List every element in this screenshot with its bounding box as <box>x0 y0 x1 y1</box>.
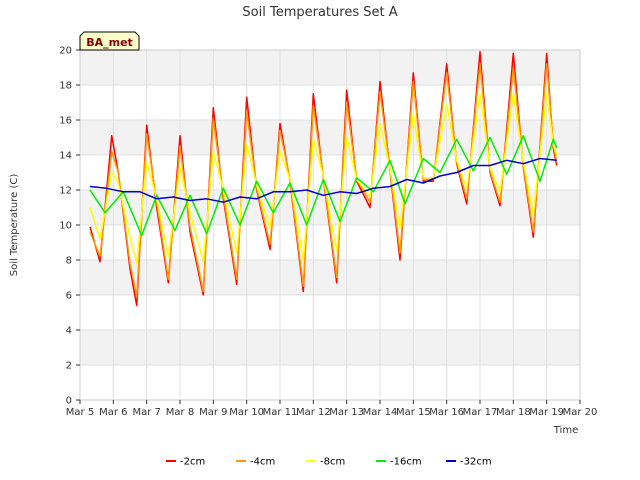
plot-band <box>80 50 580 85</box>
x-tick-label: Mar 10 <box>229 407 264 418</box>
x-tick-label: Mar 19 <box>529 407 564 418</box>
station-badge-label: BA_met <box>86 36 133 49</box>
legend-label: -16cm <box>390 457 422 468</box>
x-axis-title: Time <box>553 425 578 436</box>
y-tick-label: 2 <box>66 361 72 372</box>
y-tick-label: 0 <box>66 396 72 407</box>
x-tick-label: Mar 9 <box>199 407 227 418</box>
x-tick-label: Mar 7 <box>132 407 160 418</box>
x-tick-label: Mar 16 <box>429 407 464 418</box>
series-line-minus-32cm <box>89 157 557 203</box>
x-tick-label: Mar 17 <box>463 407 498 418</box>
y-tick-label: 8 <box>66 256 72 267</box>
plot-band <box>80 120 580 155</box>
y-tick-label: 20 <box>59 46 72 57</box>
legend-label: -32cm <box>460 457 492 468</box>
y-tick-label: 12 <box>59 186 72 197</box>
series-layer <box>89 51 558 307</box>
x-tick-label: Mar 18 <box>496 407 531 418</box>
legend-label: -2cm <box>180 457 205 468</box>
series-line-minus-16cm <box>89 135 558 237</box>
station-badge-box <box>79 31 140 51</box>
legend: -2cm -4cm -8cm -16cm -32cm <box>166 457 492 468</box>
x-tick-label: Mar 15 <box>396 407 431 418</box>
plot-band <box>80 330 580 365</box>
x-tick-label: Mar 8 <box>166 407 194 418</box>
y-tick-label: 18 <box>59 81 72 92</box>
x-tick-label: Mar 20 <box>563 407 598 418</box>
legend-label: -8cm <box>320 457 345 468</box>
y-tick-label: 16 <box>59 116 72 127</box>
y-axis-title: Soil Temperature (C) <box>9 174 20 277</box>
chart-title: Soil Temperatures Set A <box>242 5 397 20</box>
y-tick-label: 14 <box>59 151 72 162</box>
plot-band <box>80 260 580 295</box>
x-tick-label: Mar 12 <box>296 407 331 418</box>
x-tick-label: Mar 5 <box>66 407 94 418</box>
x-tick-label: Mar 6 <box>99 407 127 418</box>
y-tick-label: 6 <box>66 291 72 302</box>
x-tick-label: Mar 11 <box>263 407 298 418</box>
x-tick-label: Mar 13 <box>329 407 364 418</box>
y-tick-label: 4 <box>66 326 72 337</box>
y-tick-label: 10 <box>59 221 72 232</box>
y-axis-ticks: 0 2 4 6 8 10 12 14 16 18 20 <box>59 46 80 407</box>
x-tick-label: Mar 14 <box>363 407 398 418</box>
legend-label: -4cm <box>250 457 275 468</box>
station-badge: BA_met <box>79 31 140 51</box>
